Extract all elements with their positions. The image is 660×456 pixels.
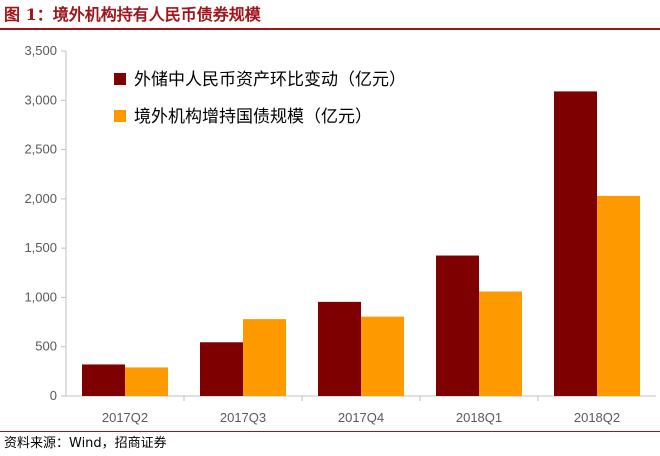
x-tick-label: 2017Q3 <box>220 410 266 425</box>
title-rule <box>0 28 660 30</box>
bar-series1-2017Q2 <box>82 364 125 396</box>
source-note: 资料来源：Wind，招商证券 <box>4 436 167 451</box>
bar-series1-2018Q1 <box>436 255 479 396</box>
legend-label-series1: 外储中人民币资产环比变动（亿元） <box>134 70 406 90</box>
x-tick-label: 2018Q2 <box>574 410 620 425</box>
y-tick-label: 500 <box>35 339 57 354</box>
bar-series1-2017Q3 <box>200 342 243 396</box>
bar-series2-2017Q4 <box>361 316 404 396</box>
y-tick-label: 2,000 <box>24 191 57 206</box>
bar-series2-2018Q2 <box>597 195 640 396</box>
x-axis: 2017Q2 2017Q3 2017Q4 2018Q1 2018Q2 <box>66 395 656 425</box>
x-tick-label: 2017Q2 <box>102 410 148 425</box>
bar-series1-2017Q4 <box>318 301 361 396</box>
y-tick-label: 1,500 <box>24 240 57 255</box>
bar-series2-2017Q3 <box>243 319 286 396</box>
x-tick-label: 2018Q1 <box>456 410 502 425</box>
y-tick-label: 3,500 <box>24 43 57 58</box>
y-tick-label: 0 <box>50 388 57 403</box>
y-axis: 0 500 1,000 1,500 2,000 2,500 3,000 3,500 <box>24 43 67 403</box>
x-tick-label: 2017Q4 <box>338 410 384 425</box>
legend-label-series2: 境外机构增持国债规模（亿元） <box>134 107 372 127</box>
bars <box>82 91 640 396</box>
y-tick-label: 2,500 <box>24 142 57 157</box>
bar-chart: 0 500 1,000 1,500 2,000 2,500 3,000 3,500 2017Q… <box>24 43 656 425</box>
bar-series1-2018Q2 <box>554 91 597 396</box>
source-rule <box>0 431 660 432</box>
legend-swatch-series1 <box>114 73 126 85</box>
y-tick-label: 3,000 <box>24 92 57 107</box>
y-tick-label: 1,000 <box>24 289 57 304</box>
legend-swatch-series2 <box>114 110 126 122</box>
figure-title: 图 1：境外机构持有人民币债券规模 <box>4 5 261 24</box>
bar-series2-2017Q2 <box>125 367 168 396</box>
legend: 外储中人民币资产环比变动（亿元） 境外机构增持国债规模（亿元） <box>114 70 406 127</box>
bar-series2-2018Q1 <box>479 291 522 396</box>
